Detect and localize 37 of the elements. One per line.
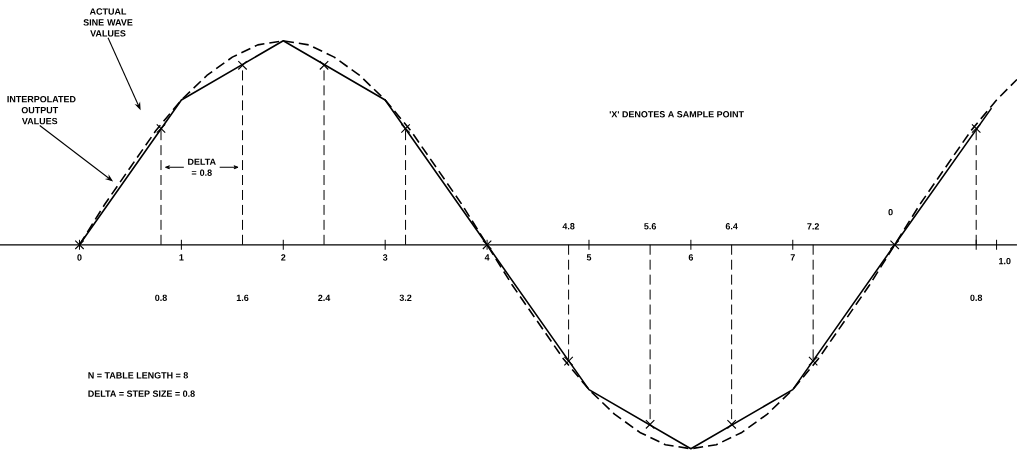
x-tick-label: 7 [790,254,795,261]
x-tick-label: 0 [77,254,82,261]
x-tick-label: 3 [382,254,388,261]
point [645,419,655,430]
x2-tick-label: 5.6 [644,223,657,230]
annotation: DELTA = STEP SIZE = 0.8 [88,390,195,397]
x-tick-label: 4 [484,254,490,261]
annotation: 0.8 [970,294,983,301]
x2-tick-label: 7.2 [807,223,820,230]
text: ACTUAL SINE WAVE VALUES [83,8,133,37]
point [74,240,85,250]
point [563,356,574,366]
annotation: 'X' DENOTES A SAMPLE POINT [609,111,744,118]
annotation: 1.0 [999,257,1011,265]
point [482,240,492,250]
point [971,123,981,134]
point [319,60,329,71]
x2-tick-label: 4.8 [562,223,575,230]
point [156,123,166,134]
point [726,419,737,430]
point [237,60,248,71]
x-tick-label: 5 [586,254,592,261]
point [808,356,818,366]
annotation: INTERPOLATED OUTPUT VALUES [7,96,76,125]
x2-tick-label: 6.4 [725,223,738,230]
point [889,240,900,250]
annotation: 0.8 [155,294,167,301]
x-tick-label: 6 [688,254,694,261]
x-tick-label: 1 [179,254,184,261]
annotation: 1.6 [236,294,249,301]
annotation: 3.2 [399,294,412,301]
annotation: 0 [888,208,893,216]
x-tick-label: 2 [281,254,286,261]
annotation: 2.4 [318,294,331,301]
point [400,123,411,134]
annotation: N = TABLE LENGTH = 8 [88,372,188,379]
annotation: DELTA = 0.8 [188,158,216,176]
